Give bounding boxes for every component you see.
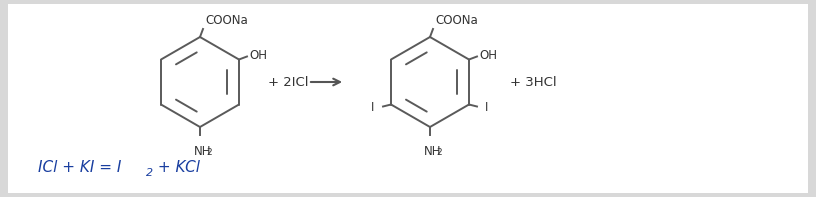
Text: NH: NH bbox=[424, 145, 441, 158]
Text: COONa: COONa bbox=[205, 14, 248, 27]
Text: I: I bbox=[486, 101, 489, 114]
Text: 2: 2 bbox=[206, 148, 211, 157]
Text: 2: 2 bbox=[436, 148, 441, 157]
Text: 2: 2 bbox=[146, 168, 153, 178]
Text: + 2ICl: + 2ICl bbox=[268, 75, 308, 88]
Text: + KCl: + KCl bbox=[153, 161, 200, 176]
Text: + 3HCl: + 3HCl bbox=[510, 75, 557, 88]
Text: NH: NH bbox=[194, 145, 211, 158]
Text: OH: OH bbox=[479, 49, 497, 62]
FancyBboxPatch shape bbox=[8, 4, 808, 193]
Text: OH: OH bbox=[249, 49, 267, 62]
Text: ICl + KI = I: ICl + KI = I bbox=[38, 161, 122, 176]
Text: I: I bbox=[371, 101, 375, 114]
Text: COONa: COONa bbox=[435, 14, 477, 27]
